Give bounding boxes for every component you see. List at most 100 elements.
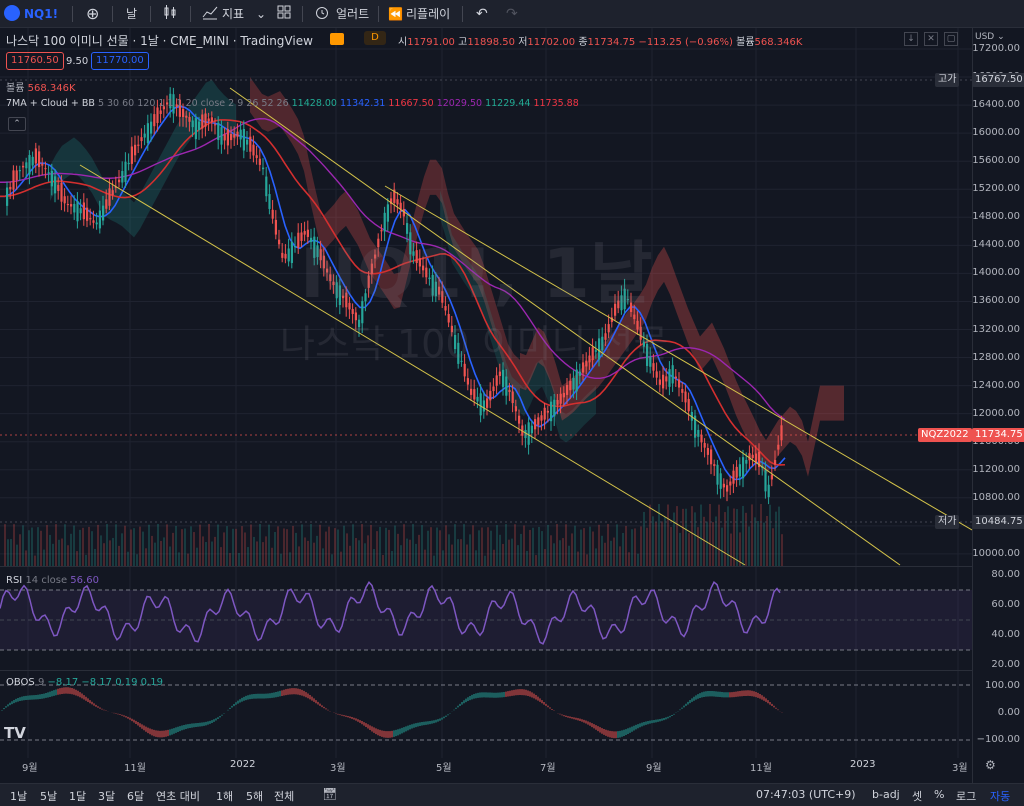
volume-bar	[550, 535, 552, 566]
candle-body	[89, 218, 92, 220]
candle-body	[242, 129, 245, 151]
undo-icon[interactable]: ↶	[476, 6, 488, 22]
chart-pane[interactable]: NQ1!, 1날 나스닥 100 이미니 선물 나스닥 100 이미니 선물 ·…	[0, 28, 972, 783]
replay-icon[interactable]: ⏪	[388, 7, 403, 21]
volume-bar	[406, 538, 408, 566]
range-button[interactable]: 5날	[40, 790, 58, 803]
volume-bar	[472, 525, 474, 566]
auto-scale-toggle[interactable]: 자동	[990, 790, 1011, 803]
candle-body	[146, 123, 149, 144]
candle-body	[642, 341, 645, 347]
settings-gear-icon[interactable]: ⚙	[985, 758, 996, 772]
candle-body	[50, 170, 53, 187]
collapse-studies-icon[interactable]: ⌃	[8, 117, 26, 131]
volume-bar	[322, 548, 324, 566]
candle-body	[514, 406, 517, 412]
interval-button[interactable]: 날	[126, 7, 138, 21]
settlement-toggle[interactable]: 셋	[912, 790, 923, 803]
volume-bar	[451, 544, 453, 566]
candle-body	[620, 295, 623, 311]
clock-time[interactable]: 07:47:03 (UTC+9)	[756, 788, 856, 801]
log-toggle[interactable]: 로그	[956, 790, 977, 803]
candle-body	[495, 375, 498, 386]
range-button[interactable]: 1해	[216, 790, 234, 803]
candle-body	[674, 376, 677, 379]
buy-price-button[interactable]: 11770.00	[91, 52, 149, 70]
candle-body	[694, 415, 697, 438]
layout-grid-icon[interactable]	[276, 4, 292, 24]
indicators-icon[interactable]	[202, 4, 218, 24]
volume-bar	[265, 536, 267, 566]
volume-bar	[604, 542, 606, 566]
volume-bar	[460, 539, 462, 566]
candle-body	[444, 306, 447, 311]
percent-toggle[interactable]: %	[934, 788, 945, 801]
redo-icon[interactable]: ↷	[506, 6, 518, 22]
price-axis[interactable]: USD ⌄ 17200.0016800.0016400.0016000.0015…	[972, 28, 1024, 783]
volume-bar	[700, 504, 702, 566]
candle-body	[358, 319, 361, 328]
alert-button[interactable]: 얼러트	[336, 7, 370, 21]
range-button[interactable]: 5해	[246, 790, 264, 803]
alarm-clock-icon[interactable]	[314, 4, 330, 24]
candle-body	[476, 396, 479, 402]
volume-bar	[754, 517, 756, 566]
candle-body	[12, 170, 15, 190]
replay-button[interactable]: 리플레이	[406, 7, 451, 21]
volume-bar	[31, 527, 33, 566]
candle-body	[492, 386, 495, 392]
candle-body	[758, 451, 761, 468]
volume-bar	[367, 535, 369, 566]
volume-bar	[346, 533, 348, 566]
candle-body	[297, 232, 300, 248]
currency-selector[interactable]: USD ⌄	[975, 32, 1005, 42]
candle-body	[134, 144, 137, 156]
candle-body	[188, 116, 191, 122]
maximize-pane-icon[interactable]: ▢	[944, 32, 958, 46]
candle-body	[159, 110, 162, 114]
close-pane-icon[interactable]: ✕	[924, 32, 938, 46]
candle-body	[415, 250, 418, 264]
range-button[interactable]: 6달	[127, 790, 145, 803]
range-button[interactable]: 3달	[98, 790, 116, 803]
time-tick: 2022	[230, 759, 256, 770]
candle-body	[710, 449, 713, 465]
symbol-search[interactable]: NQ1!	[24, 7, 59, 21]
candle-type-icon[interactable]	[162, 4, 178, 24]
range-button[interactable]: 연초 대비	[156, 790, 200, 803]
volume-bar	[307, 540, 309, 566]
volume-bar	[526, 550, 528, 566]
range-button[interactable]: 1날	[10, 790, 28, 803]
volume-bar	[598, 524, 600, 566]
collapse-legend-icon[interactable]: ↓	[904, 32, 918, 46]
volume-bar	[529, 529, 531, 566]
candle-body	[316, 245, 319, 258]
date-range-calendar-icon[interactable]: 📅︎	[322, 787, 338, 801]
volume-bar	[565, 524, 567, 566]
price-chart[interactable]	[0, 28, 972, 783]
volume-bar	[661, 521, 663, 566]
range-button[interactable]: 1달	[69, 790, 87, 803]
volume-bar	[463, 524, 465, 566]
volume-bar	[259, 524, 261, 566]
volume-bar	[40, 530, 42, 566]
candle-body	[249, 136, 252, 152]
range-button[interactable]: 전체	[274, 790, 295, 803]
indicators-chevron-down-icon[interactable]: ⌄	[256, 7, 267, 21]
indicators-button[interactable]: 지표	[222, 7, 245, 21]
candle-body	[396, 199, 399, 205]
candle-body	[300, 232, 303, 241]
add-symbol-icon[interactable]: ⊕	[86, 4, 100, 23]
candle-body	[473, 389, 476, 400]
candle-body	[530, 425, 533, 434]
volume-bar	[547, 524, 549, 566]
candle-body	[255, 155, 258, 159]
candle-body	[646, 343, 649, 366]
volume-bar	[730, 533, 732, 566]
b-adj-toggle[interactable]: b-adj	[872, 788, 900, 801]
last-price-tag: 11734.75	[972, 428, 1024, 442]
sell-price-button[interactable]: 11760.50	[6, 52, 64, 70]
volume-bar	[205, 542, 207, 566]
candle-body	[399, 202, 402, 210]
rsi-tick: 20.00	[991, 659, 1020, 670]
